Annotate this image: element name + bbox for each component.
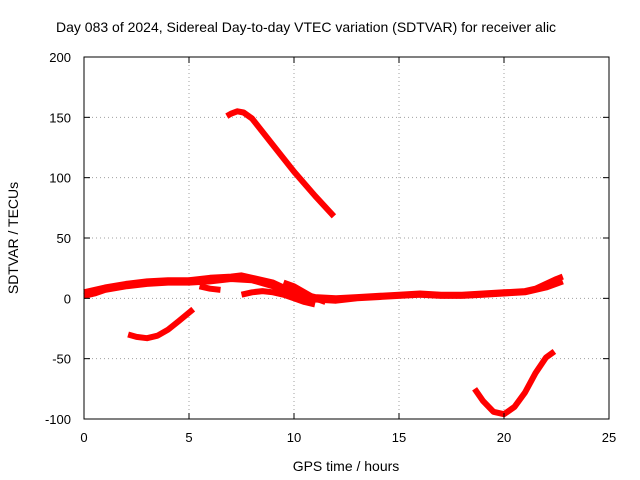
x-axis-label: GPS time / hours	[293, 458, 400, 474]
y-tick-label: 200	[49, 50, 71, 65]
y-tick-label: -100	[45, 412, 71, 427]
series-arc-from-7.5h	[240, 288, 316, 308]
x-tick-label: 20	[497, 430, 511, 445]
grid	[84, 57, 609, 419]
x-tick-label: 5	[185, 430, 192, 445]
y-tick-label: 100	[49, 171, 71, 186]
y-axis-label: SDTVAR / TECUs	[5, 182, 21, 294]
y-tick-label: 50	[57, 231, 71, 246]
plot-frame	[83, 56, 610, 420]
y-tick-label: -50	[52, 352, 71, 367]
series-dip-early	[127, 306, 196, 342]
x-tick-label: 25	[602, 430, 616, 445]
x-tick-label: 15	[392, 430, 406, 445]
series-arc-around-10h	[282, 279, 327, 305]
y-tick-label: 0	[64, 291, 71, 306]
series-dip-late	[472, 348, 557, 418]
series-high-arc	[225, 108, 337, 219]
x-tick-label: 0	[80, 430, 87, 445]
y-tick-label: 150	[49, 110, 71, 125]
chart-title: Day 083 of 2024, Sidereal Day-to-day VTE…	[56, 19, 556, 35]
series-arc-after-5h	[198, 283, 221, 293]
series-layer	[83, 108, 564, 418]
series-baseline-spread	[83, 276, 564, 304]
tick-layer: 0 5 10 15 20 25 -100 -50 0 50 100 150 200	[45, 50, 616, 445]
x-tick-label: 10	[287, 430, 301, 445]
